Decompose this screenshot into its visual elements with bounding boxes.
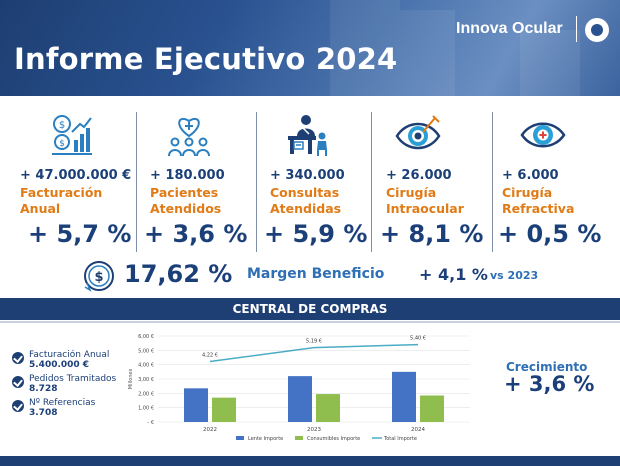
growth-value: + 3,6 % <box>504 372 595 396</box>
purchases-chart: Millones - € 1,00 € 2,00 € 3,00 € 4,00 € 5,00 … <box>128 334 470 442</box>
kpi-value: + 47.000.000 € <box>20 168 132 183</box>
check-circle-icon <box>12 376 24 388</box>
y-tick-label: 4,00 € <box>138 363 154 369</box>
legend-entry: Total Importe <box>383 436 417 442</box>
legend-swatch <box>295 436 303 440</box>
data-label: 4,22 € <box>202 353 218 359</box>
bar-consumibles-importe <box>212 397 236 422</box>
kpi-value: + 26.000 <box>386 168 452 183</box>
doctor-consultation-icon <box>288 115 327 156</box>
kpi-label-line1: Cirugía <box>502 185 553 200</box>
kpi-divider <box>256 112 257 252</box>
margin-value: 17,62 % <box>124 260 233 288</box>
margin-label: Margen Beneficio <box>247 266 385 282</box>
eye-surgery-icon <box>395 115 441 150</box>
data-label: 5,19 € <box>306 339 322 345</box>
y-tick-label: 2,00 € <box>138 391 154 397</box>
page-title: Informe Ejecutivo 2024 <box>14 42 398 76</box>
margin-coin-icon: $ <box>84 261 114 292</box>
check-circle-icon <box>12 400 24 412</box>
kpi-label-line1: Cirugía <box>386 185 437 200</box>
kpi-label-line2: Anual <box>20 201 61 216</box>
brand-logo-icon <box>585 18 609 42</box>
kpi-label-line2: Atendidos <box>150 201 222 216</box>
item-label: Facturación Anual <box>29 350 110 360</box>
item-value: 5.400.000 € <box>29 360 90 370</box>
kpi-growth: + 0,5 % <box>498 220 602 248</box>
kpi-value: + 6.000 <box>502 168 559 183</box>
data-label: 5,40 € <box>410 336 426 342</box>
kpi-label-line2: Refractiva <box>502 201 575 216</box>
kpi-label-line2: Atendidas <box>270 201 342 216</box>
bar-consumibles-importe <box>420 395 444 422</box>
kpi-growth: + 5,9 % <box>264 220 368 248</box>
item-value: 3.708 <box>29 408 58 418</box>
kpi-label-line1: Facturación <box>20 185 103 200</box>
x-tick-label: 2022 <box>203 427 217 433</box>
item-label: Pedidos Tramitados <box>29 374 117 384</box>
legend-entry: Lente Importe <box>248 436 283 442</box>
x-tick-label: 2024 <box>411 427 425 433</box>
margin-vs-label: vs 2023 <box>490 269 539 282</box>
growth-label: Crecimiento <box>506 360 588 374</box>
x-tick-label: 2023 <box>307 427 321 433</box>
kpi-label-line2: Intraocular <box>386 201 464 216</box>
kpi-divider <box>492 112 493 252</box>
y-axis-label: Millones <box>128 368 134 389</box>
brand-name: Innova Ocular <box>456 20 563 37</box>
kpi-label-line1: Consultas <box>270 185 340 200</box>
kpi-value: + 340.000 <box>270 168 345 183</box>
kpi-divider <box>371 112 372 252</box>
y-tick-label: 1,00 € <box>138 406 154 412</box>
bar-lente-importe <box>288 376 312 422</box>
legend-entry: Consumibles Importe <box>307 436 360 442</box>
section-title-central-compras: CENTRAL DE COMPRAS <box>0 298 620 320</box>
svg-text:$: $ <box>59 139 65 149</box>
kpi-growth: + 8,1 % <box>380 220 484 248</box>
brand-divider <box>576 16 577 42</box>
revenue-chart-icon: $ $ <box>52 115 92 155</box>
y-tick-label: 5,00 € <box>138 348 154 354</box>
svg-text:$: $ <box>59 120 65 131</box>
legend-swatch <box>236 436 244 440</box>
eye-refractive-icon <box>520 122 566 148</box>
bar-consumibles-importe <box>316 394 340 422</box>
margin-growth: + 4,1 % <box>419 265 488 284</box>
item-value: 8.728 <box>29 384 58 394</box>
kpi-divider <box>136 112 137 252</box>
footer-bar <box>0 456 620 466</box>
kpi-growth: + 5,7 % <box>28 220 132 248</box>
section-divider <box>0 321 620 323</box>
y-tick-label: - € <box>147 420 154 426</box>
kpi-growth: + 3,6 % <box>144 220 248 248</box>
kpi-label-line1: Pacientes <box>150 185 219 200</box>
svg-text:$: $ <box>94 270 103 285</box>
check-circle-icon <box>12 352 24 364</box>
patients-heart-icon <box>168 117 210 157</box>
bar-lente-importe <box>184 388 208 422</box>
kpi-value: + 180.000 <box>150 168 225 183</box>
bar-lente-importe <box>392 371 416 422</box>
y-tick-label: 6,00 € <box>138 334 154 340</box>
y-tick-label: 3,00 € <box>138 377 154 383</box>
line-total-importe <box>209 343 419 363</box>
header-banner: Informe Ejecutivo 2024 Innova Ocular <box>0 0 620 96</box>
item-label: Nº Referencias <box>29 398 96 408</box>
